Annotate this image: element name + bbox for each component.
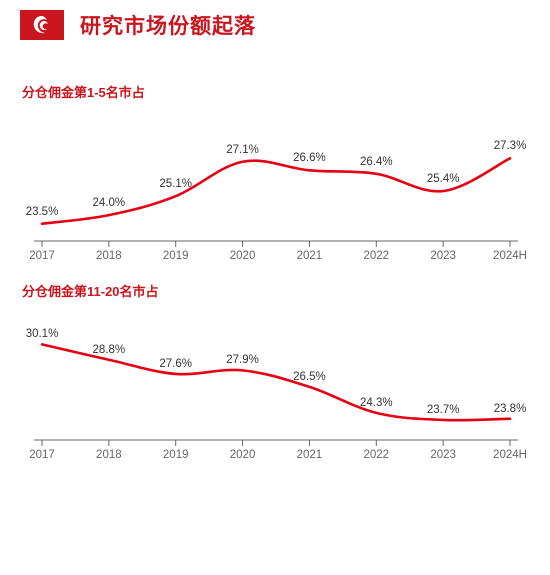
chart2-value-label: 27.9%: [226, 354, 259, 366]
chart2-section: 分仓佣金第11-20名市占 30.1% 2017 28.8% 2018 27.6% 201…: [0, 281, 550, 474]
chart2-x-tick: 2017: [29, 449, 55, 461]
chart1-value-label: 24.0%: [93, 197, 126, 209]
chart1-value-label: 25.1%: [159, 178, 192, 190]
chart2-value-label: 23.7%: [427, 404, 460, 416]
chart2-value-label: 23.8%: [494, 403, 527, 415]
chart1-value-label: 27.3%: [494, 140, 527, 152]
chart1-value-label: 25.4%: [427, 173, 460, 185]
page-header: 研究市场份额起落: [0, 0, 550, 54]
chart1-x-tick: 2019: [163, 250, 189, 262]
chart1-x-tick: 2020: [230, 250, 256, 262]
chart2-x-tick: 2020: [230, 449, 256, 461]
swirl-icon: [30, 13, 54, 37]
chart1-x-tick: 2021: [297, 250, 323, 262]
chart1-value-label: 26.4%: [360, 156, 393, 168]
chart1-title: 分仓佣金第1-5名市占: [22, 82, 528, 101]
chart1-plot: 23.5% 2017 24.0% 2018 25.1% 2019 27.1% 2020 26.6…: [22, 105, 530, 275]
chart1-section: 分仓佣金第1-5名市占 23.5%201724.0%201825.1%20192…: [0, 82, 550, 275]
chart2-plot: 30.1% 2017 28.8% 2018 27.6% 2019 27.9% 2020 26.5…: [22, 304, 530, 474]
chart1-value-label: 26.6%: [293, 152, 326, 164]
chart1-value-label: 27.1%: [226, 144, 259, 156]
chart2-x-tick: 2023: [430, 449, 456, 461]
chart1-x-tick: 2024H: [493, 250, 527, 262]
chart1-x-tick: 2022: [363, 250, 389, 262]
chart1-x-tick: 2023: [430, 250, 456, 262]
chart2-value-label: 24.3%: [360, 397, 393, 409]
chart1-line: [42, 158, 510, 223]
chart2-value-label: 26.5%: [293, 371, 326, 383]
brand-logo: [20, 10, 64, 40]
chart2-title: 分仓佣金第11-20名市占: [22, 281, 528, 300]
chart2-x-tick: 2021: [297, 449, 323, 461]
chart2-value-label: 28.8%: [93, 344, 126, 356]
chart1-value-label: 23.5%: [26, 206, 59, 218]
chart2-value-label: 30.1%: [26, 328, 59, 340]
chart2-x-tick: 2024H: [493, 449, 527, 461]
page-title: 研究市场份额起落: [80, 10, 256, 40]
chart2-x-tick: 2019: [163, 449, 189, 461]
chart2-x-tick: 2022: [363, 449, 389, 461]
chart1-x-tick: 2018: [96, 250, 122, 262]
chart2-value-label: 27.6%: [159, 358, 192, 370]
chart1-x-tick: 2017: [29, 250, 55, 262]
chart2-x-tick: 2018: [96, 449, 122, 461]
